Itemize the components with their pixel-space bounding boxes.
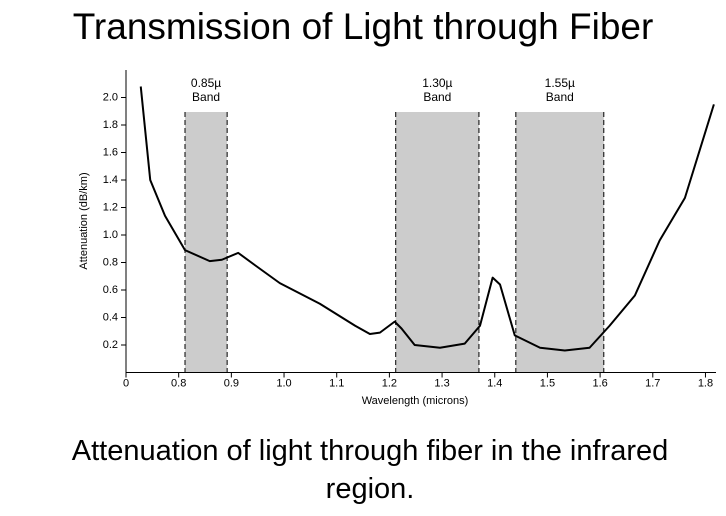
band-label: 1.55µ — [545, 76, 575, 90]
x-tick-label: 1.3 — [434, 377, 449, 389]
x-tick-label: 1.0 — [276, 377, 291, 389]
band-label: Band — [192, 90, 220, 104]
x-tick-label: 0.9 — [224, 377, 239, 389]
x-tick-label: 1.1 — [329, 377, 344, 389]
chart: Wavelength (microns) Attenuation (dB/km)… — [78, 70, 716, 407]
y-tick-label: 2.0 — [103, 91, 118, 103]
y-tick-label: 0.2 — [103, 339, 118, 351]
band-label: Band — [546, 90, 574, 104]
y-tick-label: 1.2 — [103, 201, 118, 213]
band — [185, 112, 228, 373]
y-tick-label: 1.8 — [103, 119, 118, 131]
x-tick-label: 0.8 — [171, 377, 186, 389]
x-tick-label: 1.2 — [382, 377, 397, 389]
x-tick-label: 1.8 — [698, 377, 713, 389]
y-tick-label: 1.4 — [103, 174, 118, 186]
y-tick-label: 0.6 — [103, 284, 118, 296]
y-axis-label: Attenuation (dB/km) — [78, 172, 90, 269]
x-tick-label: 0 — [123, 377, 129, 389]
x-tick-label: 1.7 — [645, 377, 660, 389]
caption: Attenuation of light through fiber in th… — [71, 435, 669, 505]
y-tick-label: 1.6 — [103, 146, 118, 158]
x-tick-label: 1.4 — [487, 377, 502, 389]
slide-title: Transmission of Light through Fiber — [72, 6, 654, 47]
x-tick-label: 1.5 — [540, 377, 555, 389]
attenuation-curve — [139, 86, 715, 352]
y-tick-label: 1.0 — [103, 229, 118, 241]
band — [395, 112, 479, 373]
band-label: 1.30µ — [422, 76, 452, 90]
band-label: Band — [423, 90, 451, 104]
y-tick-label: 0.4 — [103, 311, 118, 323]
band — [515, 112, 604, 373]
y-tick-label: 0.8 — [103, 256, 118, 268]
x-axis-label: Wavelength (microns) — [362, 395, 469, 407]
band-label: 0.85µ — [191, 76, 221, 90]
x-tick-label: 1.6 — [592, 377, 607, 389]
